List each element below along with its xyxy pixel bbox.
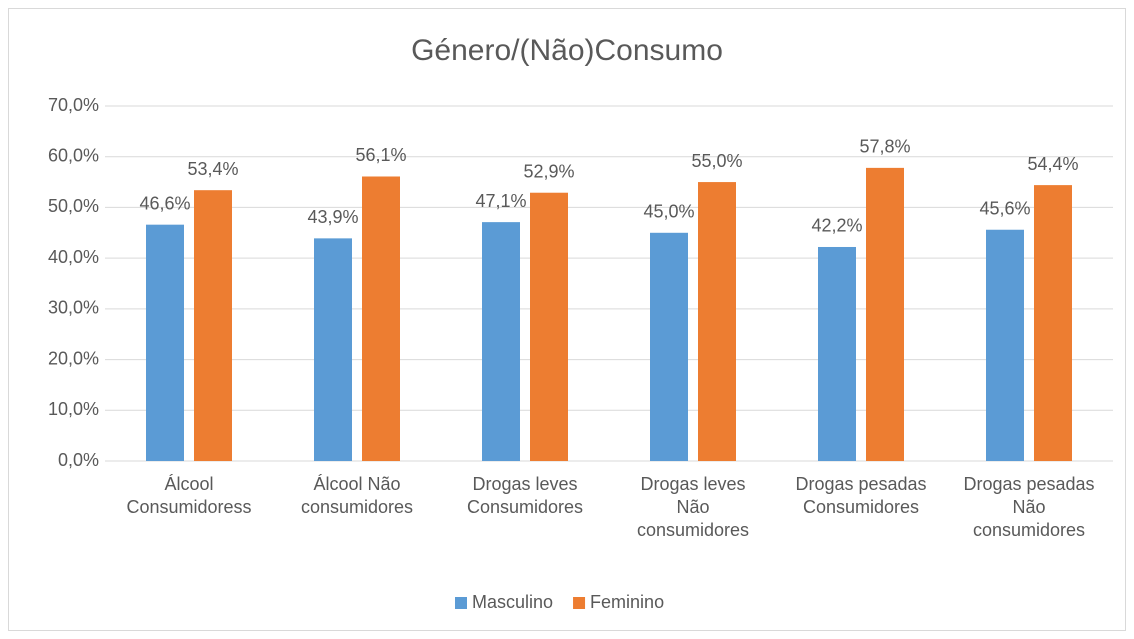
bar <box>194 190 232 461</box>
x-tick-label: Álcool Consumidoress <box>126 474 252 517</box>
data-label: 43,9% <box>307 207 358 227</box>
data-label: 57,8% <box>859 137 910 157</box>
legend-label: Masculino <box>472 592 553 612</box>
bar <box>1034 185 1072 461</box>
data-label: 53,4% <box>187 159 238 179</box>
bar <box>818 246 856 461</box>
data-label: 55,0% <box>691 151 742 171</box>
bar <box>146 224 184 461</box>
x-tick-label: Drogas pesadas Não consumidores <box>963 474 1095 540</box>
x-tick-label: Drogas pesadas Consumidores <box>795 474 927 517</box>
bar <box>650 232 688 461</box>
legend-swatch <box>573 597 586 609</box>
y-tick-label: 10,0% <box>48 399 99 419</box>
y-tick-label: 40,0% <box>48 247 99 267</box>
y-tick-label: 20,0% <box>48 348 99 368</box>
chart-title: Género/(Não)Consumo <box>411 34 723 67</box>
data-label: 42,2% <box>811 216 862 236</box>
bar <box>362 176 400 461</box>
bar <box>866 167 904 461</box>
data-label: 54,4% <box>1027 154 1078 174</box>
x-tick-label: Drogas leves Consumidores <box>466 474 584 517</box>
y-tick-label: 30,0% <box>48 298 99 318</box>
data-label: 45,0% <box>643 202 694 222</box>
data-label: 52,9% <box>523 161 574 181</box>
y-tick-label: 60,0% <box>48 145 99 165</box>
data-label: 45,6% <box>979 198 1030 218</box>
bar <box>986 229 1024 461</box>
x-tick-label: Drogas leves Não consumidores <box>636 474 750 540</box>
bar <box>530 192 568 461</box>
legend-swatch <box>455 597 467 609</box>
bar <box>314 238 352 461</box>
bar <box>482 222 520 461</box>
y-tick-label: 70,0% <box>48 95 99 115</box>
x-tick-label: Álcool Não consumidores <box>300 474 414 517</box>
y-tick-label: 50,0% <box>48 196 99 216</box>
legend-label: Feminino <box>590 592 664 612</box>
data-label: 56,1% <box>355 145 406 165</box>
data-label: 47,1% <box>475 191 526 211</box>
data-label: 46,6% <box>139 193 190 213</box>
y-tick-label: 0,0% <box>58 450 99 470</box>
bar <box>698 182 736 462</box>
